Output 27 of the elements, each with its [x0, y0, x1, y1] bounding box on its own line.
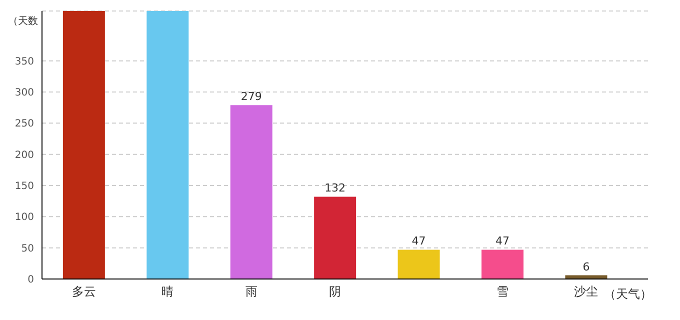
y-tick-label: 100 [14, 212, 34, 224]
data-label: 279 [240, 90, 262, 104]
y-tick-label: 50 [21, 243, 34, 254]
bar [482, 250, 524, 279]
bar [398, 250, 440, 279]
bar [314, 196, 356, 279]
x-tick-label: 多云 [72, 284, 96, 299]
bar [146, 11, 189, 279]
y-tick-label: 350 [14, 56, 34, 68]
y-tick-label: 0 [28, 274, 34, 286]
y-tick-label: 250 [14, 118, 34, 130]
bar [230, 105, 272, 279]
y-tick-label: 300 [14, 88, 34, 99]
data-label: 132 [324, 182, 346, 195]
y-tick-label: 200 [14, 150, 34, 161]
x-axis-title: （天气） [604, 286, 652, 303]
x-tick-label: 晴 [162, 284, 174, 299]
y-axis-title: （天数 [8, 14, 38, 28]
x-tick-label: 沙尘 [574, 284, 598, 299]
x-tick-label: 雪 [496, 284, 508, 299]
data-label: 6 [582, 260, 590, 274]
x-tick-label: 阴 [329, 284, 341, 299]
x-tick-label: 雨 [245, 284, 258, 299]
y-tick-label: 150 [14, 181, 34, 192]
bar [62, 11, 105, 279]
data-label: 47 [412, 234, 426, 248]
data-label: 47 [496, 234, 510, 248]
